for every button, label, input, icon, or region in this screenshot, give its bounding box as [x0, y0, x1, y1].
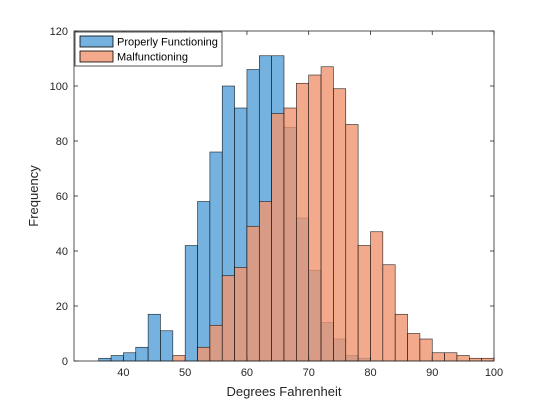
- histogram-bar: [209, 324, 223, 362]
- x-tick-label: 40: [117, 367, 129, 379]
- y-tick-label: 120: [50, 26, 68, 38]
- histogram-bar: [481, 357, 495, 362]
- histogram-bar: [333, 88, 347, 362]
- histogram-bar: [110, 355, 124, 362]
- histogram-bar: [320, 66, 334, 362]
- histogram-bar: [444, 352, 458, 362]
- legend-swatch-properly-functioning: [79, 35, 114, 48]
- histogram-bar: [431, 352, 445, 362]
- histogram-bar: [382, 264, 396, 362]
- x-tick-label: 60: [241, 367, 253, 379]
- y-tick-label: 60: [56, 191, 68, 203]
- histogram-bar: [296, 82, 310, 362]
- histogram-bar: [419, 338, 433, 362]
- histogram-bar: [394, 313, 408, 362]
- y-tick-label: 40: [56, 246, 68, 258]
- histogram-bar: [184, 245, 198, 362]
- y-axis-label: Frequency: [26, 165, 41, 227]
- histogram-bar: [147, 313, 161, 362]
- x-tick-label: 50: [179, 367, 191, 379]
- histogram-bar: [160, 330, 174, 362]
- histogram-bar: [271, 113, 285, 362]
- histogram-bar: [221, 275, 235, 362]
- series-malfunctioning: [172, 66, 495, 362]
- histogram-bar: [197, 346, 211, 362]
- histogram-bar: [370, 231, 384, 362]
- y-tick-label: 80: [56, 136, 68, 148]
- histogram-bar: [246, 225, 260, 362]
- histogram-bar: [258, 201, 272, 362]
- histogram-bar: [468, 357, 482, 362]
- y-tick-label: 20: [56, 301, 68, 313]
- y-tick-label: 100: [50, 81, 68, 93]
- histogram-bar: [283, 107, 297, 362]
- legend-label-properly-functioning: Properly Functioning: [117, 37, 218, 49]
- histogram-bar: [345, 124, 359, 362]
- x-tick-label: 90: [426, 367, 438, 379]
- y-axis: 0 20 40 60 80 100 120: [50, 26, 494, 368]
- x-axis: 40 50 60 70 80 90 100: [117, 31, 503, 379]
- legend: Properly Functioning Malfunctioning: [74, 31, 223, 67]
- legend-swatch-malfunctioning: [79, 50, 114, 63]
- histogram-bar: [123, 352, 137, 362]
- x-tick-label: 70: [303, 367, 315, 379]
- y-tick-label: 0: [62, 356, 68, 368]
- histogram-bar: [234, 267, 248, 362]
- histogram-bar: [456, 355, 470, 362]
- histogram-bar: [357, 245, 371, 362]
- x-axis-label: Degrees Fahrenheit: [227, 384, 342, 399]
- histogram-bar: [135, 346, 149, 362]
- histogram-bar: [407, 333, 421, 362]
- x-tick-label: 80: [364, 367, 376, 379]
- histogram-bar: [98, 357, 112, 362]
- x-tick-label: 100: [485, 367, 503, 379]
- histogram-bar: [308, 74, 322, 362]
- histogram-bar: [172, 355, 186, 362]
- legend-label-malfunctioning: Malfunctioning: [117, 52, 188, 64]
- histogram-bar: [197, 201, 211, 362]
